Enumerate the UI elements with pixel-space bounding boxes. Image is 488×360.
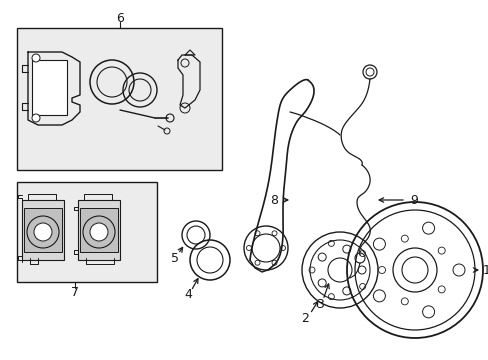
Text: 6: 6 xyxy=(116,12,123,24)
Circle shape xyxy=(342,287,350,295)
Circle shape xyxy=(271,260,276,265)
Circle shape xyxy=(401,235,407,242)
Bar xyxy=(24,208,62,252)
Circle shape xyxy=(254,260,260,265)
Circle shape xyxy=(373,238,385,250)
Bar xyxy=(17,182,157,282)
Circle shape xyxy=(452,264,464,276)
Text: 4: 4 xyxy=(183,288,192,302)
Text: 3: 3 xyxy=(315,298,323,311)
Bar xyxy=(22,200,64,260)
Bar xyxy=(32,60,67,115)
Circle shape xyxy=(422,222,434,234)
Circle shape xyxy=(254,231,260,236)
Circle shape xyxy=(373,290,385,302)
Circle shape xyxy=(32,114,40,122)
Bar xyxy=(78,200,120,260)
Text: 9: 9 xyxy=(409,194,417,207)
Circle shape xyxy=(378,266,385,274)
Circle shape xyxy=(318,279,325,287)
Circle shape xyxy=(437,286,444,293)
Circle shape xyxy=(357,266,365,274)
Text: 5: 5 xyxy=(171,252,179,265)
Circle shape xyxy=(401,257,427,283)
Circle shape xyxy=(271,231,276,236)
Circle shape xyxy=(246,246,251,251)
Bar xyxy=(80,208,118,252)
Circle shape xyxy=(318,253,325,261)
Circle shape xyxy=(437,247,444,254)
Text: 7: 7 xyxy=(71,285,79,298)
Circle shape xyxy=(32,54,40,62)
Circle shape xyxy=(401,298,407,305)
Text: 2: 2 xyxy=(301,311,308,324)
Circle shape xyxy=(342,245,350,253)
Circle shape xyxy=(34,223,52,241)
Circle shape xyxy=(280,246,285,251)
Text: 1: 1 xyxy=(482,264,488,276)
Text: 8: 8 xyxy=(269,194,278,207)
Bar xyxy=(17,28,222,170)
Circle shape xyxy=(90,223,108,241)
Circle shape xyxy=(422,306,434,318)
